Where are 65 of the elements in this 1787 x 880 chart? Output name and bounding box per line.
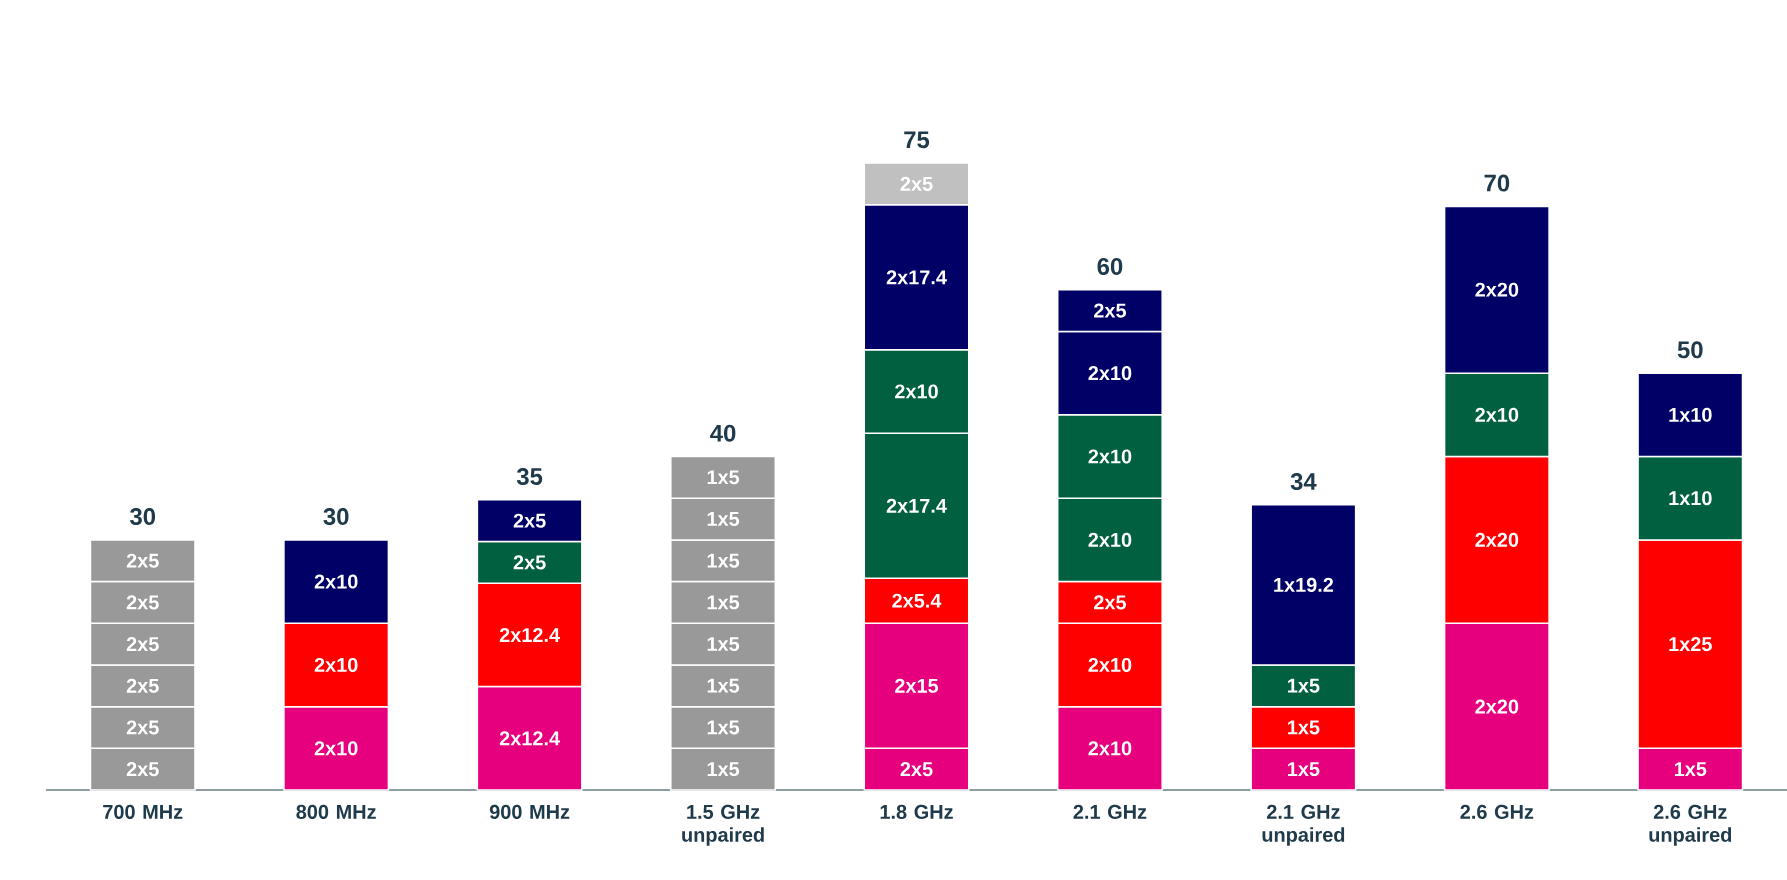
data-label: 2x5	[126, 762, 159, 777]
data-label: 2x5	[900, 176, 933, 191]
data-label: 2x5	[1094, 303, 1127, 318]
data-label: 1x5	[707, 512, 740, 526]
data-label: 2x12.4	[499, 627, 560, 642]
total-label: 50	[1677, 341, 1703, 359]
data-label: 2x5	[513, 513, 546, 528]
data-label: 2x10	[1475, 407, 1519, 422]
total-label: 34	[1290, 473, 1317, 491]
data-label: 1x5	[707, 720, 740, 735]
data-label: 2x5	[126, 678, 159, 693]
data-label: 2x20	[1475, 699, 1519, 714]
data-label: 1x5	[1288, 678, 1320, 693]
data-label: 1x5	[707, 762, 740, 777]
data-label: 2x5.4	[892, 593, 942, 608]
x-tick-label: 2.1 GHz	[1073, 804, 1147, 819]
data-label: 2x10	[314, 741, 358, 756]
data-label: 1x10	[1669, 407, 1712, 422]
data-label: 2x10	[1088, 366, 1132, 381]
total-label: 40	[710, 424, 736, 442]
data-label: 1x5	[707, 553, 740, 568]
data-label: 1x5	[1674, 762, 1707, 777]
data-label: 2x5	[126, 595, 159, 610]
x-tick-label: 1.5 GHz unpaired	[682, 804, 764, 846]
data-label: 2x10	[895, 384, 938, 399]
data-label: 2x15	[895, 678, 939, 693]
total-label: 60	[1097, 257, 1123, 275]
data-label: 2x5	[126, 637, 159, 652]
data-label: 1x5	[707, 595, 740, 610]
data-label: 1x25	[1669, 637, 1712, 652]
data-label: 2x10	[1088, 532, 1132, 547]
data-label: 2x10	[314, 657, 358, 672]
x-tick-label: 700 MHz	[103, 804, 183, 819]
total-label: 30	[323, 508, 349, 526]
data-label: 2x20	[1475, 532, 1519, 547]
total-label: 75	[904, 131, 930, 149]
data-label: 2x5	[513, 555, 546, 570]
total-label: 30	[129, 508, 156, 526]
data-label: 2x20	[1475, 282, 1519, 297]
data-label: 2x17.4	[886, 270, 947, 285]
data-label: 1x5	[707, 678, 740, 693]
data-label: 2x5	[1094, 595, 1127, 610]
x-tick-label: 900 MHz	[489, 804, 570, 819]
data-label: 2x10	[314, 574, 358, 589]
total-label: 70	[1484, 174, 1510, 192]
data-label: 2x17.4	[886, 498, 947, 513]
total-label: 35	[516, 468, 543, 486]
data-label: 1x5	[707, 637, 740, 652]
data-label: 2x5	[126, 553, 159, 568]
data-label: 2x12.4	[499, 731, 560, 746]
data-label: 1x10	[1669, 491, 1712, 506]
x-tick-label: 1.8 GHz	[880, 804, 953, 819]
data-label: 1x19.2	[1274, 577, 1334, 592]
data-label: 2x5	[126, 720, 159, 735]
x-tick-label: 2.6 GHz	[1460, 804, 1534, 819]
data-label: 2x10	[1088, 449, 1132, 464]
x-tick-label: 2.6 GHz unpaired	[1649, 804, 1732, 846]
data-label: 1x5	[1288, 762, 1320, 777]
data-label: 1x5	[1288, 720, 1320, 735]
x-tick-label: 2.1 GHz unpaired	[1262, 804, 1345, 846]
data-label: 2x10	[1088, 741, 1132, 756]
data-label: 2x5	[900, 762, 933, 777]
x-tick-label: 800 MHz	[296, 804, 376, 819]
data-label: 2x10	[1088, 657, 1132, 672]
data-label: 1x5	[707, 470, 740, 485]
